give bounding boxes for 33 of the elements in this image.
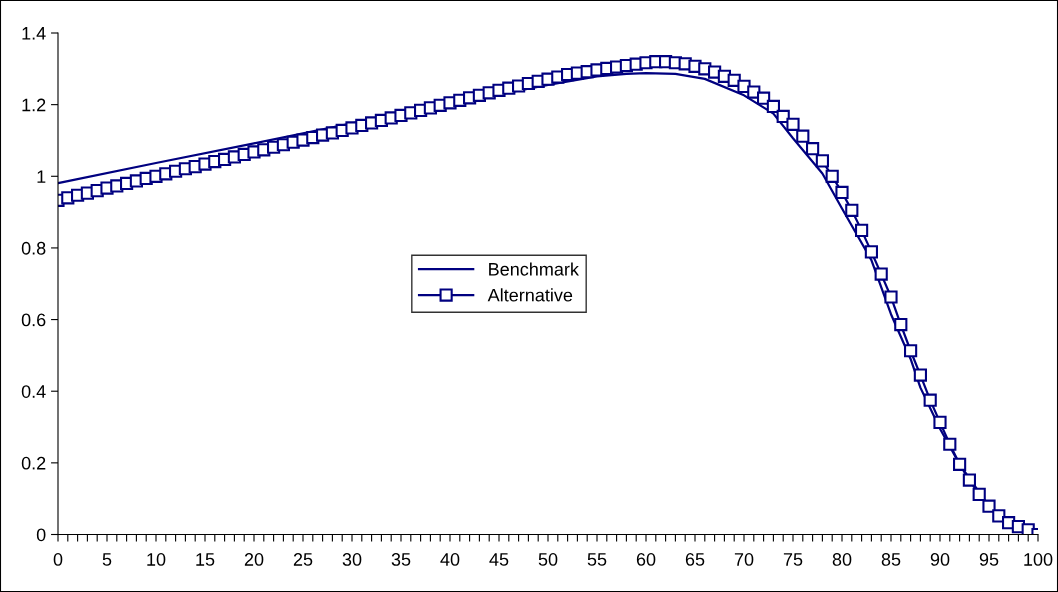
x-tick-label: 35 (391, 553, 411, 566)
y-tick-label: 1.2 (22, 98, 46, 112)
x-tick-label: 60 (636, 553, 656, 566)
x-tick-label: 25 (293, 553, 313, 566)
x-tick-label: 50 (538, 553, 558, 566)
y-tick-label: 0.4 (21, 385, 46, 398)
y-tick-label: 0 (36, 528, 46, 542)
legend-label: Benchmark (489, 262, 579, 276)
x-tick-label: 45 (489, 553, 509, 566)
x-tick-label: 75 (783, 553, 803, 566)
y-tick-label: 1.4 (22, 27, 46, 40)
x-tick-label: 55 (587, 553, 607, 566)
point (953, 457, 967, 471)
x-tick-label: 70 (734, 553, 754, 566)
x-tick-label: 85 (881, 553, 901, 566)
x-tick-label: 30 (342, 553, 362, 566)
y-tick-label: 0.8 (21, 241, 46, 255)
x-tick-label: 90 (930, 553, 950, 566)
x-tick-label: 15 (196, 553, 215, 566)
x-tick-label: 65 (685, 553, 705, 566)
x-tick-label: 95 (979, 553, 999, 566)
x-tick-label: 20 (244, 553, 264, 566)
legend-label: Alternative (487, 288, 573, 302)
x-tick-label: 40 (440, 553, 460, 566)
x-tick-label: 100 (1024, 553, 1053, 566)
y-tick-label: 0.2 (21, 456, 46, 470)
y-tick-label: 1 (37, 170, 46, 183)
y-tick-label: 0.6 (21, 313, 46, 327)
x-tick-label: 10 (147, 553, 166, 566)
x-tick-label: 5 (102, 553, 112, 566)
point (982, 499, 996, 513)
x-tick-label: 0 (53, 553, 63, 566)
x-tick-label: 80 (832, 553, 852, 566)
